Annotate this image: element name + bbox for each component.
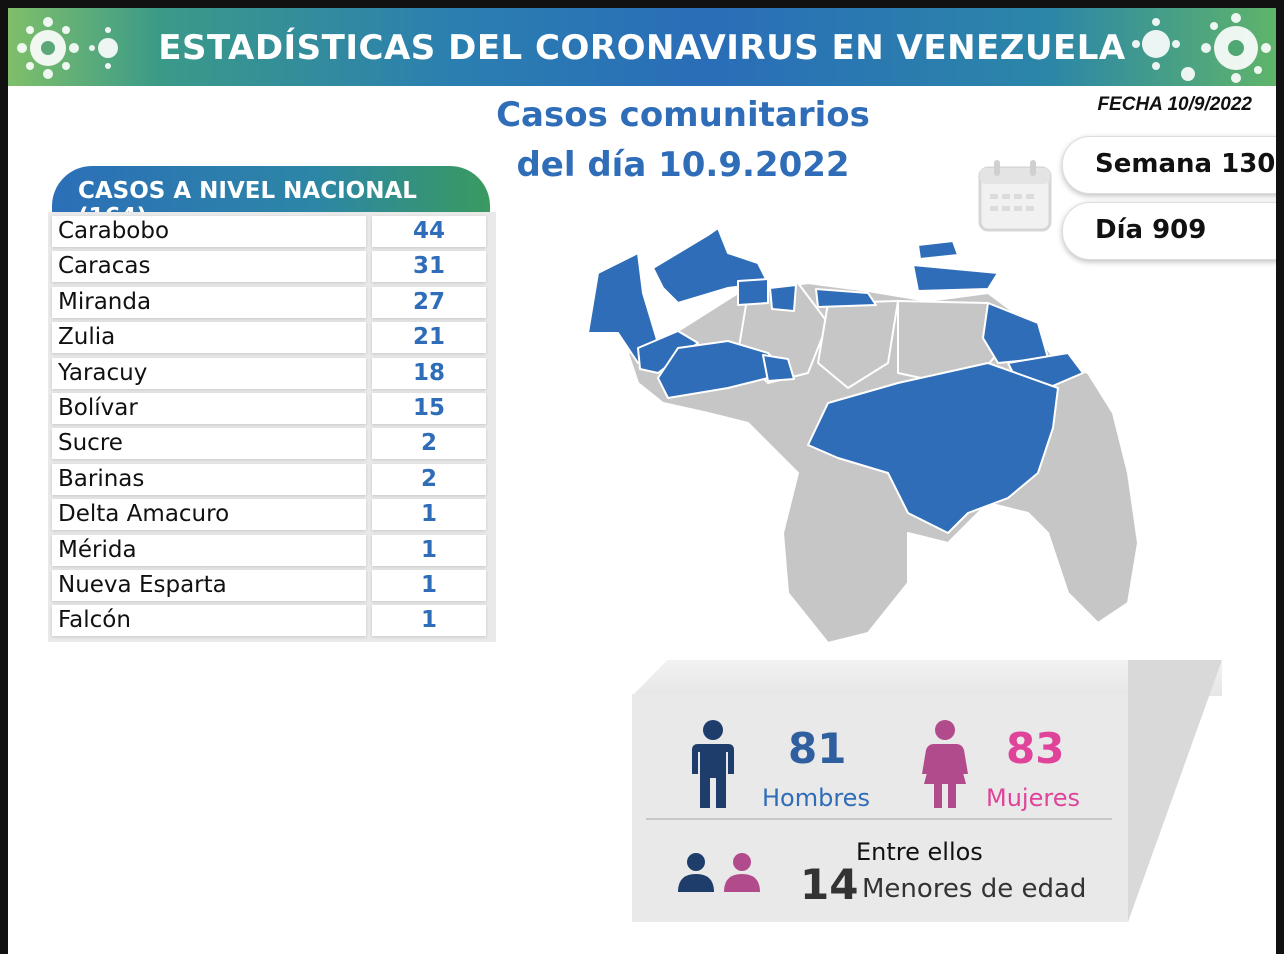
map-region-miranda	[815, 288, 877, 308]
banner-title: ESTADÍSTICAS DEL CORONAVIRUS EN VENEZUEL…	[158, 28, 1126, 68]
woman-icon	[922, 720, 968, 808]
stats-side-shadow	[1128, 660, 1222, 922]
cases-table: Carabobo 44 Caracas 31 Miranda 27 Zulia 21 Yarac…	[52, 214, 494, 639]
map-region-monagas	[982, 302, 1049, 364]
table-row: Sucre 2	[52, 426, 494, 461]
state-name: Barinas	[52, 463, 366, 495]
state-cases: 2	[372, 463, 486, 495]
map-region-nueva-esparta	[917, 240, 959, 260]
date-label: FECHA 10/9/2022	[1097, 94, 1252, 115]
children-icon	[678, 853, 760, 892]
table-row: Yaracuy 18	[52, 356, 494, 391]
headline-line-2: del día 10.9.2022	[516, 145, 850, 185]
table-row: Caracas 31	[52, 249, 494, 284]
women-count: 83	[1006, 724, 1065, 773]
week-badge: Semana 130	[1062, 136, 1276, 194]
map-region-portuguesa	[762, 354, 795, 382]
state-cases: 27	[372, 286, 486, 318]
state-cases: 2	[372, 428, 486, 460]
virus-icon	[1132, 13, 1271, 83]
table-row: Carabobo 44	[52, 214, 494, 249]
map-region	[817, 300, 899, 389]
state-name: Bolívar	[52, 392, 366, 424]
state-name: Nueva Esparta	[52, 569, 366, 601]
state-name: Miranda	[52, 286, 366, 318]
state-cases: 1	[372, 569, 486, 601]
headline-line-1: Casos comunitarios	[496, 95, 870, 135]
map-region-carabobo	[769, 284, 797, 312]
state-cases: 15	[372, 392, 486, 424]
state-cases: 1	[372, 534, 486, 566]
state-cases: 18	[372, 357, 486, 389]
state-cases: 21	[372, 322, 486, 354]
venezuela-map	[587, 227, 1139, 644]
man-icon	[692, 720, 734, 808]
map-region-barinas	[657, 340, 789, 399]
table-header: CASOS A NIVEL NACIONAL (164)	[52, 166, 490, 230]
state-name: Zulia	[52, 322, 366, 354]
state-name: Delta Amacuro	[52, 499, 366, 531]
men-label: Hombres	[762, 784, 870, 812]
minors-label: Menores de edad	[862, 874, 1087, 904]
table-row: Delta Amacuro 1	[52, 497, 494, 532]
state-cases: 1	[372, 499, 486, 531]
women-label: Mujeres	[986, 784, 1080, 812]
week-label: Semana 130	[1095, 149, 1276, 179]
day-badge: Día 909	[1062, 202, 1276, 260]
state-cases: 44	[372, 216, 486, 247]
calendar-icon	[978, 160, 1052, 232]
minors-count: 14	[800, 860, 859, 909]
state-cases: 1	[372, 605, 486, 637]
map-region-yaracuy	[737, 278, 769, 306]
headline: Casos comunitarios del día 10.9.2022	[448, 90, 918, 190]
map-region-bolivar	[807, 362, 1059, 534]
state-name: Carabobo	[52, 216, 366, 247]
table-row: Falcón 1	[52, 603, 494, 638]
stats-top-shadow	[632, 660, 1222, 696]
header-banner: ESTADÍSTICAS DEL CORONAVIRUS EN VENEZUEL…	[8, 8, 1276, 86]
state-name: Caracas	[52, 251, 366, 283]
divider	[646, 818, 1112, 820]
table-row: Barinas 2	[52, 462, 494, 497]
table-row: Bolívar 15	[52, 391, 494, 426]
table-row: Miranda 27	[52, 285, 494, 320]
state-name: Yaracuy	[52, 357, 366, 389]
map-region-sucre	[912, 264, 999, 292]
entre-ellos-label: Entre ellos	[856, 838, 983, 866]
men-count: 81	[788, 724, 847, 773]
virus-icon	[17, 17, 118, 79]
day-label: Día 909	[1095, 215, 1207, 245]
state-name: Falcón	[52, 605, 366, 637]
state-cases: 31	[372, 251, 486, 283]
table-row: Zulia 21	[52, 320, 494, 355]
gender-stats-panel: 81 Hombres 83 Mujeres Entre ellos 14 Men…	[632, 694, 1128, 922]
state-name: Mérida	[52, 534, 366, 566]
table-row: Mérida 1	[52, 533, 494, 568]
table-row: Nueva Esparta 1	[52, 568, 494, 603]
state-name: Sucre	[52, 428, 366, 460]
infographic: ESTADÍSTICAS DEL CORONAVIRUS EN VENEZUEL…	[8, 8, 1276, 954]
